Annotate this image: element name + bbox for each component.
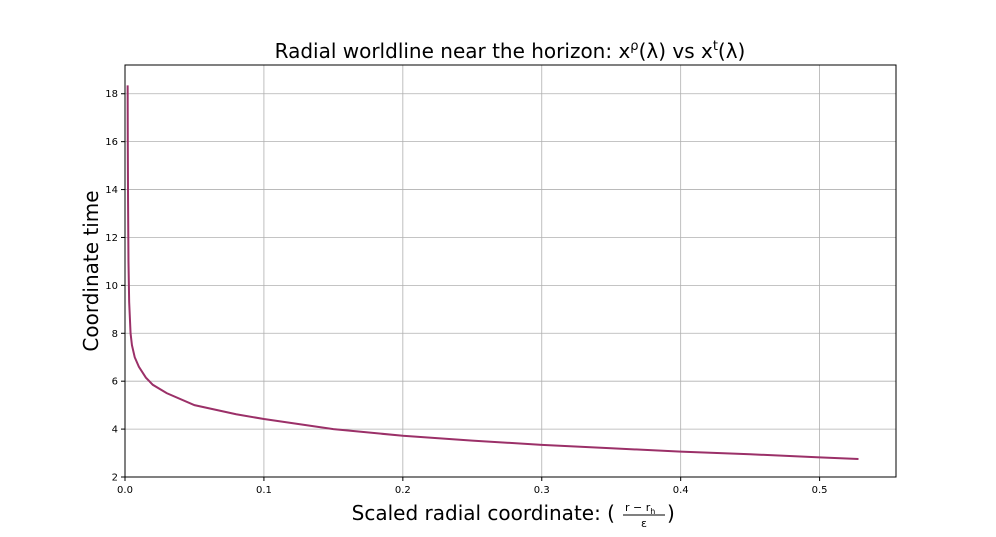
x-tick-label: 0.2 bbox=[395, 485, 411, 496]
x-axis-label-denominator: ε bbox=[641, 517, 647, 530]
y-tick-label: 4 bbox=[112, 425, 118, 436]
x-tick-label: 0.1 bbox=[256, 485, 272, 496]
y-tick-label: 2 bbox=[112, 473, 118, 484]
y-tick-label: 18 bbox=[105, 89, 118, 100]
x-axis-label-prefix: Scaled radial coordinate: ( bbox=[352, 501, 615, 525]
chart-title: Radial worldline near the horizon: xρ(λ)… bbox=[275, 39, 746, 63]
grid-lines bbox=[124, 65, 896, 478]
x-tick-label: 0.5 bbox=[812, 485, 828, 496]
y-axis-ticks: 2 4 6 8 10 12 14 16 18 bbox=[105, 89, 125, 484]
x-axis-label: Scaled radial coordinate: ( r − rh ε ) bbox=[352, 501, 675, 530]
y-tick-label: 12 bbox=[105, 233, 118, 244]
series-line bbox=[126, 85, 859, 461]
x-tick-label: 0.0 bbox=[117, 485, 133, 496]
y-tick-label: 16 bbox=[105, 137, 118, 148]
y-tick-label: 14 bbox=[105, 185, 118, 196]
x-axis-label-numerator: r − rh bbox=[625, 501, 655, 516]
x-tick-label: 0.3 bbox=[534, 485, 550, 496]
y-tick-label: 10 bbox=[105, 281, 118, 292]
y-tick-label: 6 bbox=[112, 377, 118, 388]
y-axis-label: Coordinate time bbox=[79, 190, 103, 351]
x-tick-label: 0.4 bbox=[673, 485, 689, 496]
x-axis-ticks: 0.0 0.1 0.2 0.3 0.4 0.5 bbox=[117, 477, 828, 496]
plot-area-frame bbox=[124, 64, 897, 478]
x-axis-label-suffix: ) bbox=[667, 501, 675, 525]
y-tick-label: 8 bbox=[112, 329, 118, 340]
